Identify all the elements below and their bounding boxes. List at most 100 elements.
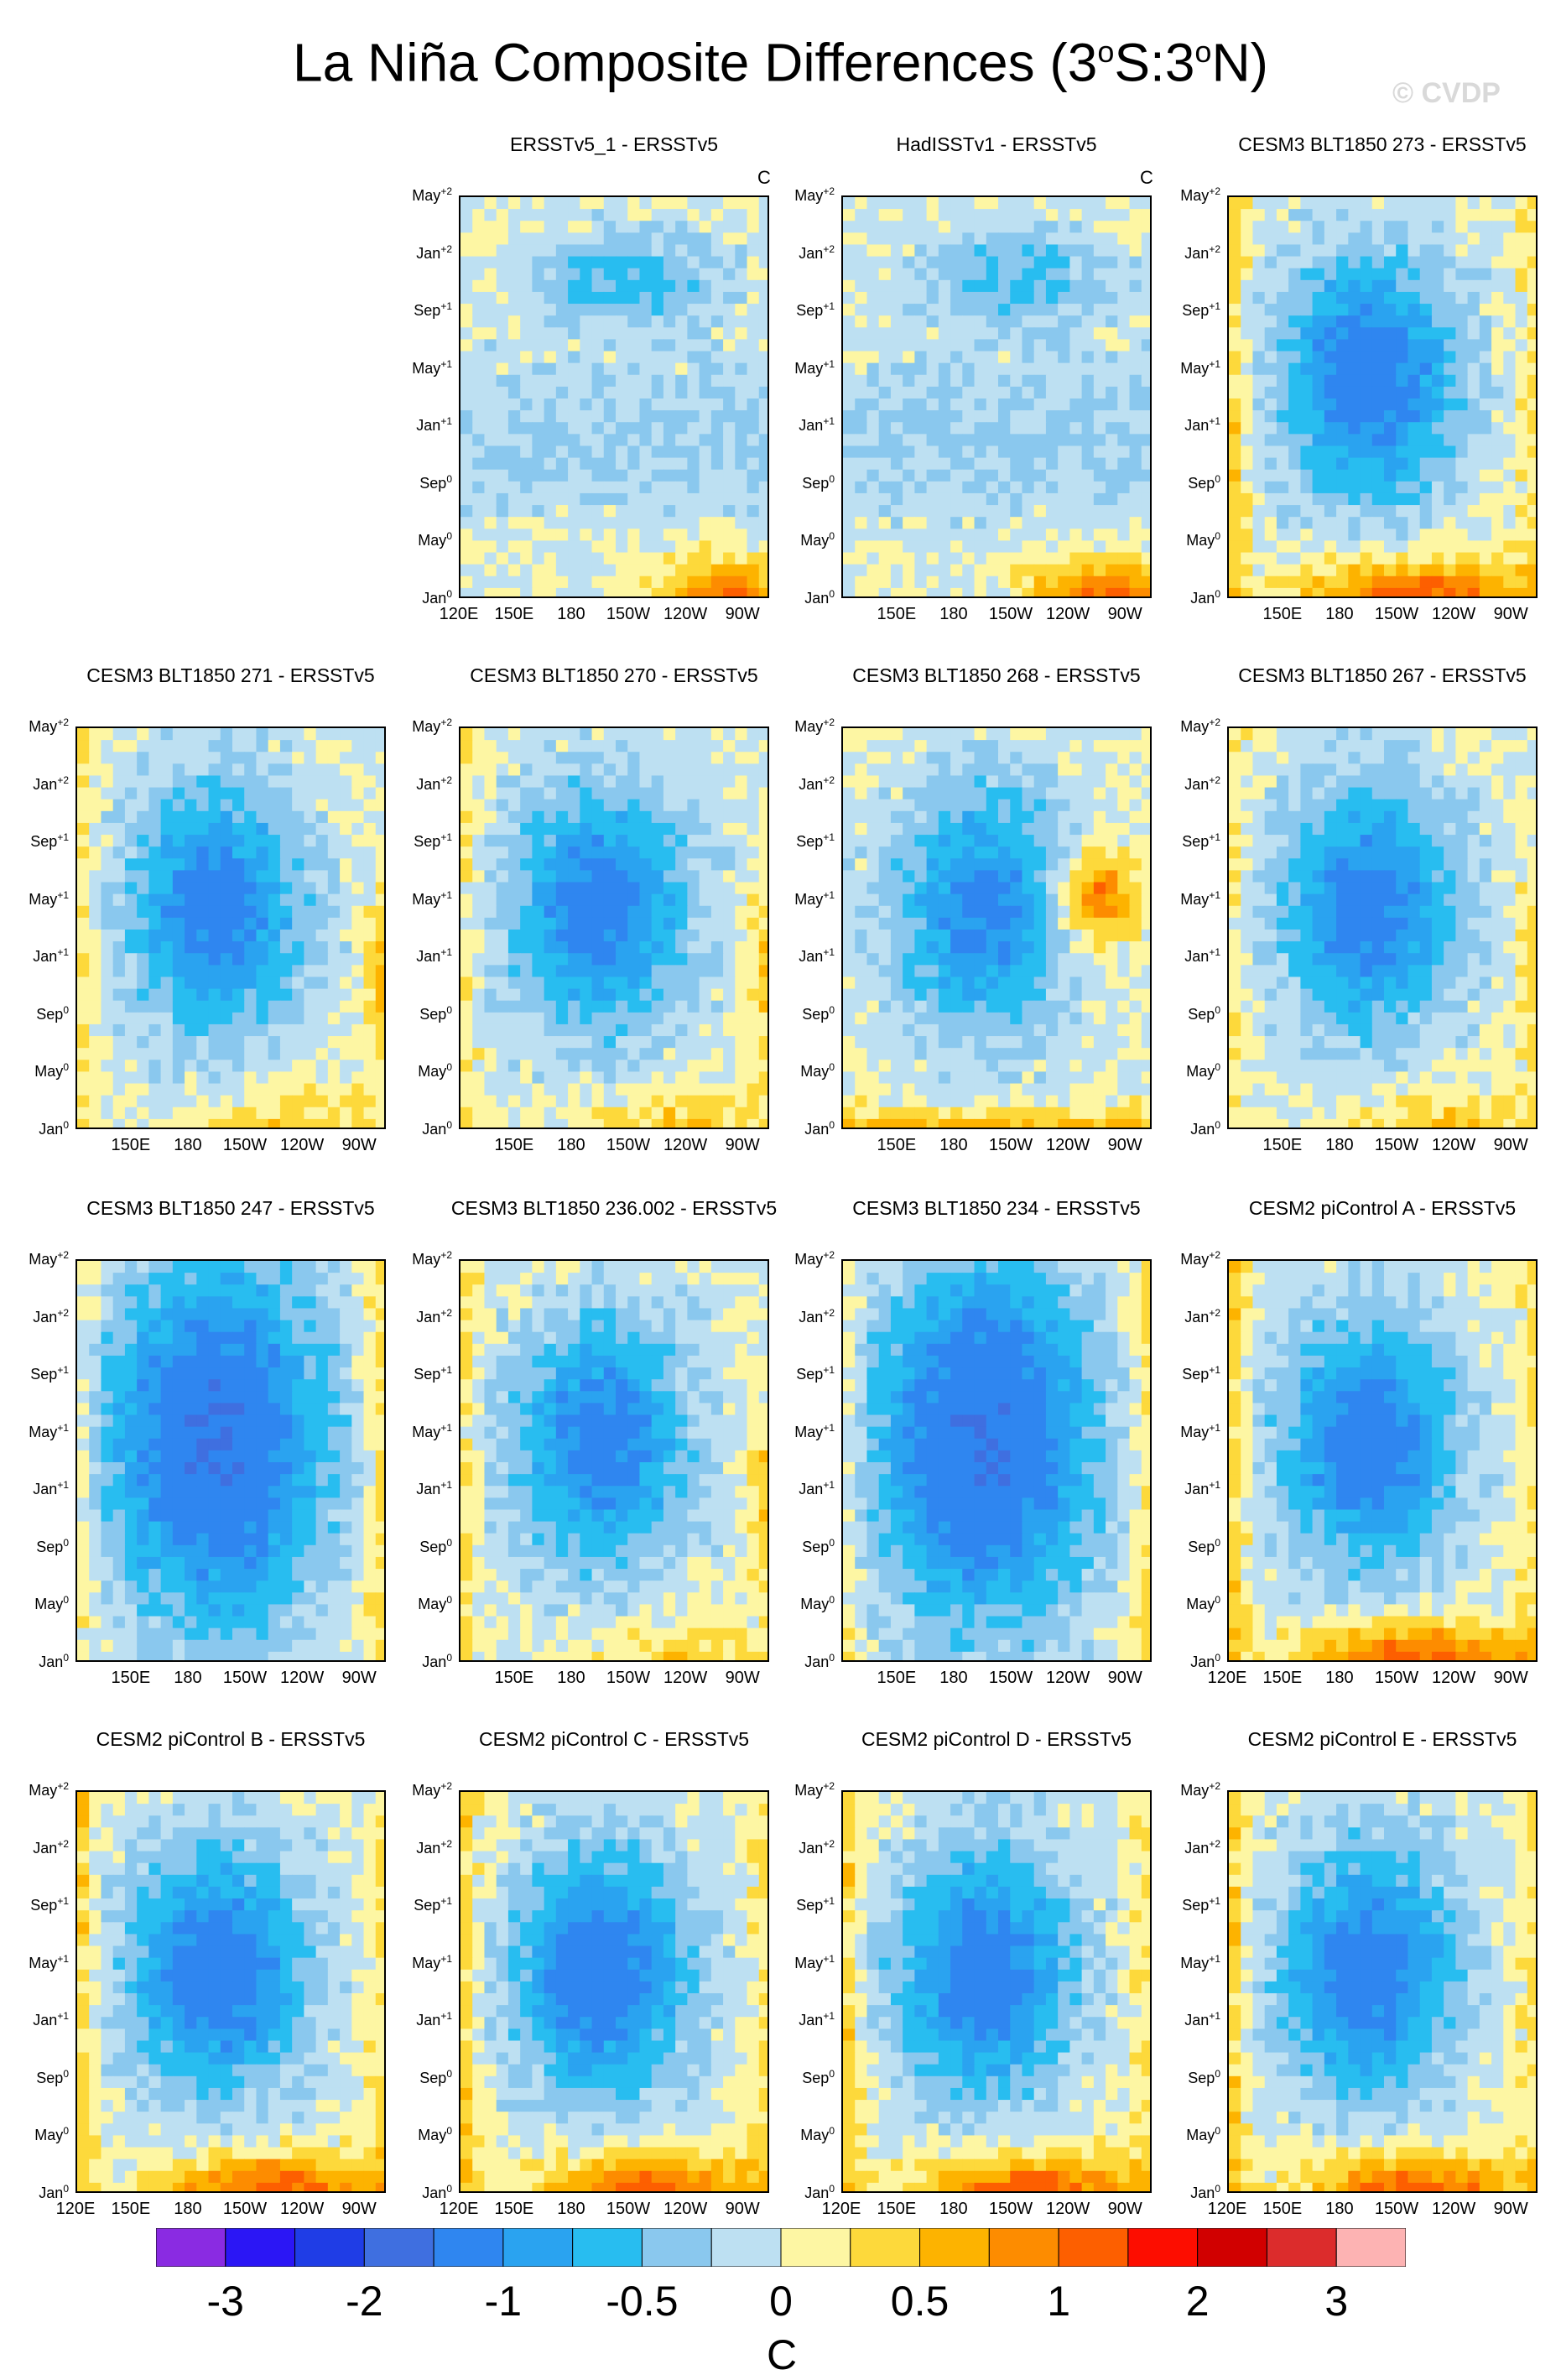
heatmap-cell <box>77 846 90 859</box>
heatmap-cell <box>687 787 700 800</box>
heatmap-cell <box>507 763 521 777</box>
heatmap-cell <box>962 256 976 269</box>
heatmap-cell <box>1408 540 1421 554</box>
heatmap-cell <box>124 1071 138 1085</box>
heatmap-cell <box>1455 529 1469 542</box>
heatmap-cell <box>627 540 641 554</box>
heatmap-cell <box>256 728 269 741</box>
heatmap-cell <box>1264 540 1277 554</box>
heatmap-cell <box>1467 327 1480 341</box>
heatmap-cell <box>687 905 700 919</box>
heatmap-cell <box>1288 517 1301 529</box>
heatmap-cell <box>1419 517 1433 529</box>
heatmap-cell <box>544 279 557 293</box>
heatmap-cell <box>460 575 473 589</box>
heatmap-cell <box>1336 410 1349 423</box>
heatmap-cell <box>460 1012 473 1025</box>
heatmap-cell <box>1093 575 1106 589</box>
heatmap-cell <box>220 1000 233 1013</box>
heatmap-cell <box>77 858 90 872</box>
heatmap-cell <box>244 728 258 741</box>
heatmap-cell <box>292 1083 304 1096</box>
heatmap-cell <box>101 799 114 812</box>
heatmap-cell <box>843 564 856 577</box>
heatmap-cell <box>1229 315 1241 328</box>
heatmap-cell <box>232 822 245 836</box>
heatmap-cell <box>1141 339 1150 352</box>
heatmap-cell <box>962 362 976 376</box>
heatmap-cell <box>544 870 557 883</box>
heatmap-cell <box>1081 386 1095 399</box>
heatmap-cell <box>627 930 641 942</box>
heatmap-cell <box>1229 339 1241 352</box>
heatmap-cell <box>1069 787 1083 800</box>
heatmap-cell <box>555 575 569 589</box>
heatmap-cell <box>710 517 724 529</box>
heatmap-cell <box>1033 564 1047 577</box>
heatmap-cell <box>1045 410 1059 423</box>
heatmap-cell <box>1455 540 1469 554</box>
heatmap-cell <box>268 787 281 800</box>
heatmap-cell <box>1515 244 1528 258</box>
heatmap-cell <box>363 810 377 824</box>
heatmap-cell <box>986 941 999 954</box>
heatmap-cell <box>555 445 569 459</box>
heatmap-cell <box>1479 339 1492 352</box>
heatmap-cell <box>89 1036 102 1049</box>
x-tick-label: 90W <box>341 1136 377 1154</box>
heatmap-cell <box>496 517 509 529</box>
heatmap-cell <box>758 858 767 872</box>
heatmap-cell <box>544 882 557 895</box>
heatmap-cell <box>172 835 185 847</box>
heatmap-cell <box>1491 434 1504 447</box>
heatmap-cell <box>496 893 509 907</box>
heatmap-cell <box>1360 209 1373 221</box>
heatmap-cell <box>758 197 767 210</box>
heatmap-cell <box>591 481 605 494</box>
heatmap-cell <box>1371 469 1385 482</box>
heatmap-cell <box>735 492 748 506</box>
heatmap-cell <box>890 930 903 942</box>
heatmap-cell <box>124 1036 138 1049</box>
heatmap-cell <box>172 905 185 919</box>
heatmap-cell <box>472 505 486 518</box>
heatmap-cell <box>89 965 102 978</box>
heatmap-cell <box>878 822 892 836</box>
heatmap-cell <box>101 822 114 836</box>
heatmap-cell <box>699 846 712 859</box>
heatmap-cell <box>315 1023 329 1037</box>
heatmap-cell <box>710 775 724 789</box>
heatmap-cell <box>1419 434 1433 447</box>
heatmap-cell <box>747 1095 760 1108</box>
heatmap-cell <box>1503 232 1517 246</box>
heatmap-cell <box>568 587 580 596</box>
heatmap-cell <box>112 787 126 800</box>
heatmap-cell <box>878 362 892 376</box>
heatmap-cell <box>1129 893 1142 907</box>
heatmap-cell <box>1045 481 1059 494</box>
heatmap-cell <box>1141 244 1150 258</box>
heatmap-cell <box>340 822 352 836</box>
heatmap-cell <box>520 362 533 376</box>
heatmap-cell <box>663 362 676 376</box>
heatmap-cell <box>1503 457 1517 471</box>
heatmap-cell <box>124 1107 138 1120</box>
heatmap-cell <box>1527 587 1536 596</box>
heatmap-cell <box>735 422 748 435</box>
heatmap-cell <box>1252 529 1266 542</box>
heatmap-cell <box>914 351 928 364</box>
heatmap-cell <box>484 362 497 376</box>
heatmap-cell <box>675 291 688 305</box>
heatmap-cell <box>1527 505 1536 518</box>
heatmap-cell <box>663 327 676 341</box>
heatmap-cell <box>1106 469 1118 482</box>
heatmap-cell <box>220 728 233 741</box>
heatmap-cell <box>1093 221 1106 233</box>
heatmap-cell <box>1252 232 1266 246</box>
heatmap-cell <box>496 1071 509 1085</box>
heatmap-cell <box>950 587 963 596</box>
heatmap-cell <box>723 232 736 246</box>
heatmap-cell <box>878 434 892 447</box>
heatmap-cell <box>1312 268 1325 281</box>
heatmap-cell <box>591 587 605 596</box>
